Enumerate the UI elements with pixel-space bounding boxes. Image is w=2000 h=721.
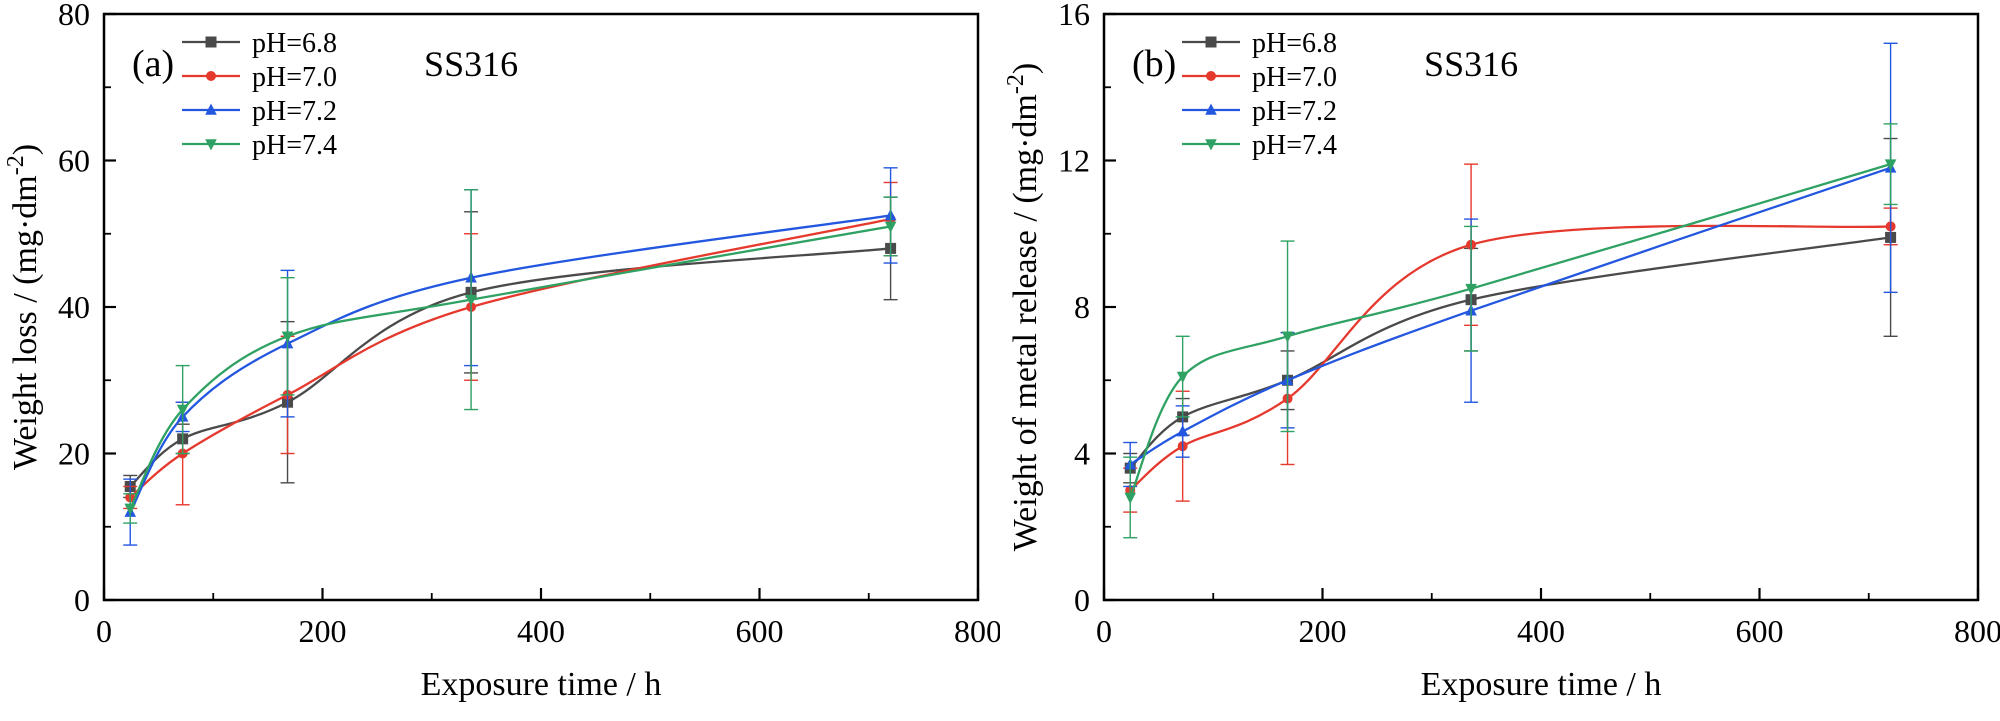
series-curve <box>129 225 891 509</box>
legend-label: pH=7.4 <box>1252 130 1337 161</box>
triangle-up-marker-icon <box>1205 103 1217 115</box>
x-axis-label: Exposure time / h <box>421 666 662 703</box>
chart-title: SS316 <box>1424 44 1518 84</box>
y-axis-label: Weight loss / (mg·dm-2) <box>3 144 44 470</box>
y-axis: 0 4 8 12 16 <box>1058 0 1116 618</box>
triangle-down-marker-icon <box>1176 371 1189 384</box>
y-tick-label: 0 <box>74 582 90 618</box>
y-tick-label: 0 <box>1074 582 1090 618</box>
triangle-down-marker-icon <box>1205 139 1217 151</box>
legend: pH=6.8pH=7.0pH=7.2pH=7.4 <box>1182 28 1337 161</box>
triangle-up-marker-icon <box>1176 425 1189 437</box>
y-tick-label: 80 <box>58 0 90 32</box>
x-tick-label: 200 <box>1299 613 1347 649</box>
y-tick-label: 40 <box>58 289 90 325</box>
chart-svg-b: 0 200 400 600 800 0 4 8 12 16 Exposure time / h Wei… <box>1000 0 2000 721</box>
triangle-down-marker-icon <box>205 139 217 151</box>
legend: pH=6.8pH=7.0pH=7.2pH=7.4 <box>182 28 337 161</box>
panel-label: (b) <box>1132 43 1176 85</box>
x-tick-label: 600 <box>1736 613 1784 649</box>
triangle-down-marker-icon <box>1465 283 1477 296</box>
x-tick-label: 0 <box>1096 613 1112 649</box>
y-axis-label: Weight of metal release / (mg·dm-2) <box>1003 63 1044 551</box>
chart-background <box>0 0 1000 721</box>
chart-background <box>1000 0 2000 721</box>
legend-label: pH=6.8 <box>1252 28 1337 59</box>
series-curve <box>129 214 891 513</box>
triangle-down-marker-icon <box>281 331 294 343</box>
series-pH=7.4 <box>1123 123 1898 539</box>
y-tick-label: 12 <box>1058 143 1090 179</box>
triangle-down-marker-icon <box>1281 331 1294 343</box>
square-marker-icon <box>1205 36 1217 48</box>
legend-label: pH=7.4 <box>252 130 337 161</box>
x-tick-label: 800 <box>1954 613 2000 649</box>
square-marker-icon <box>205 36 217 48</box>
chart-svg-a: 0 200 400 600 800 0 20 40 60 80 Exposure time / h W… <box>0 0 1000 721</box>
triangle-down-marker-icon <box>1124 492 1137 504</box>
legend-label: pH=7.2 <box>1252 96 1337 127</box>
x-axis: 0 200 400 600 800 <box>96 588 1000 649</box>
series-pH=7.4 <box>123 189 898 524</box>
triangle-down-marker-icon <box>176 404 189 417</box>
panel-label: (a) <box>132 43 174 85</box>
panel-a-weight-loss-chart: 0 200 400 600 800 0 20 40 60 80 Exposure time / h W… <box>0 0 1000 721</box>
y-tick-label: 4 <box>1074 436 1090 472</box>
y-axis: 0 20 40 60 80 <box>58 0 116 618</box>
legend-label: pH=7.0 <box>1252 62 1337 93</box>
y-tick-label: 20 <box>58 436 90 472</box>
triangle-down-marker-icon <box>124 503 137 515</box>
x-axis-label: Exposure time / h <box>1421 666 1662 703</box>
triangle-down-marker-icon <box>465 294 477 307</box>
x-tick-label: 400 <box>1517 613 1565 649</box>
x-tick-label: 400 <box>517 613 565 649</box>
x-tick-label: 200 <box>299 613 347 649</box>
x-tick-label: 0 <box>96 613 112 649</box>
chart-title: SS316 <box>424 44 518 84</box>
x-tick-label: 600 <box>736 613 784 649</box>
panel-b-metal-release-chart: 0 200 400 600 800 0 4 8 12 16 Exposure time / h Wei… <box>1000 0 2000 721</box>
y-tick-label: 60 <box>58 143 90 179</box>
x-axis: 0 200 400 600 800 <box>1096 588 2000 649</box>
circle-marker-icon <box>206 71 216 81</box>
legend-label: pH=7.0 <box>252 62 337 93</box>
circle-marker-icon <box>1206 71 1216 81</box>
series-curve <box>1129 163 1891 498</box>
triangle-down-marker-icon <box>884 221 897 233</box>
y-tick-label: 8 <box>1074 289 1090 325</box>
triangle-up-marker-icon <box>205 103 217 115</box>
y-tick-label: 16 <box>1058 0 1090 32</box>
triangle-down-marker-icon <box>1884 159 1897 171</box>
x-tick-label: 800 <box>954 613 1000 649</box>
legend-label: pH=7.2 <box>252 96 337 127</box>
legend-label: pH=6.8 <box>252 28 337 59</box>
